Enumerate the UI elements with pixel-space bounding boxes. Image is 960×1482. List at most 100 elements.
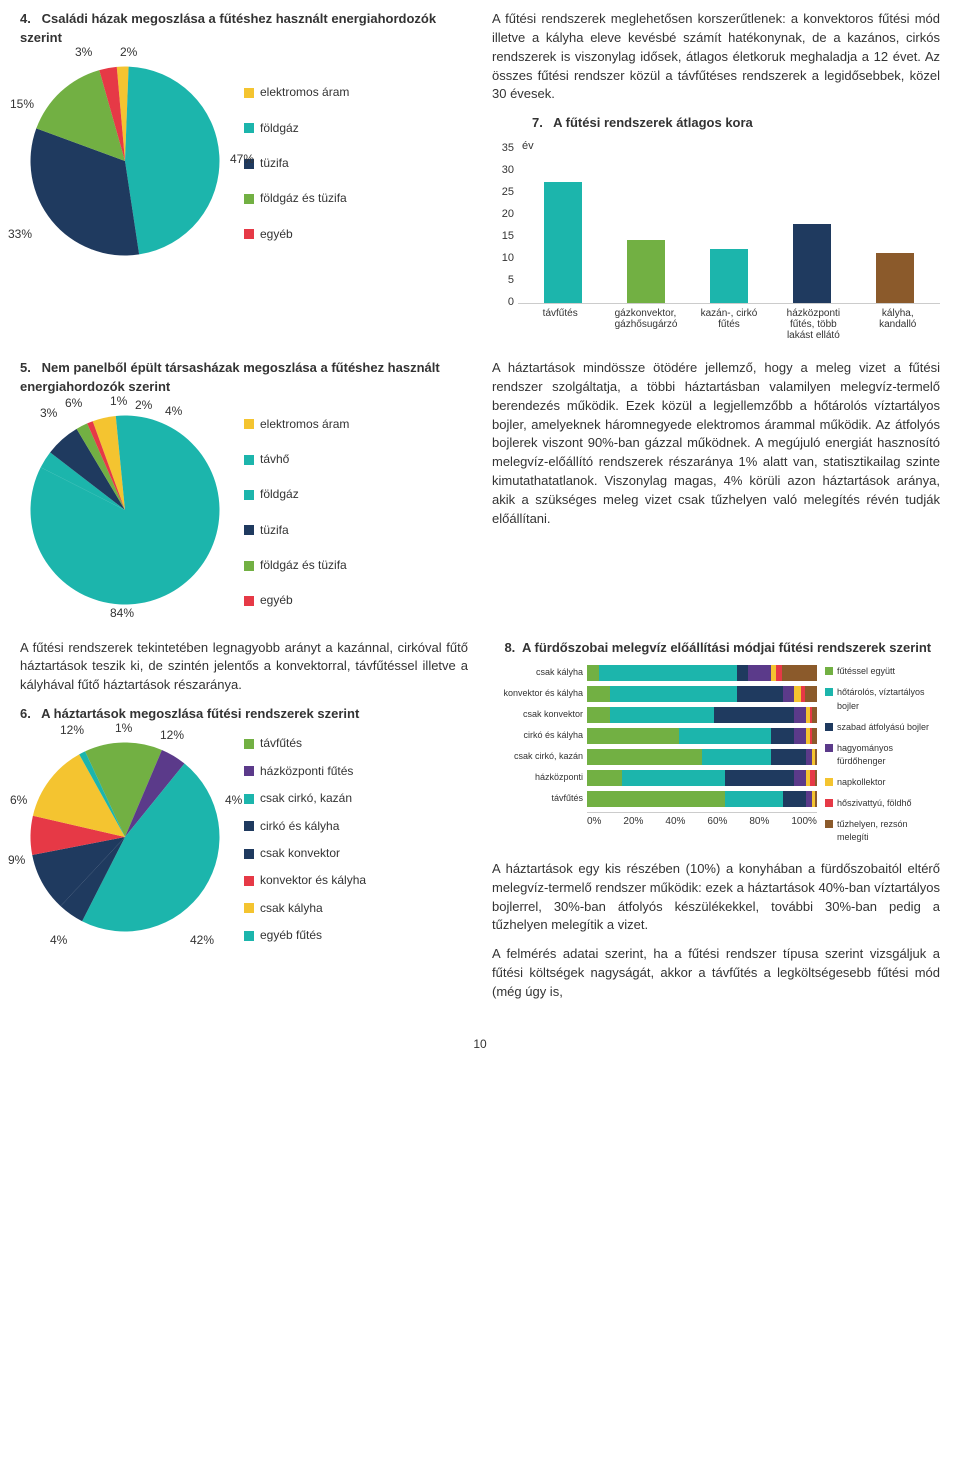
legend-label: tűzhelyen, rezsón melegíti <box>837 818 940 844</box>
bar-segment <box>610 707 714 723</box>
y-tick-label: 15 <box>502 229 514 245</box>
bar-segment <box>815 770 817 786</box>
pie-pct-label: 12% <box>60 722 84 739</box>
chart-4-title-text: Családi házak megoszlása a fűtéshez hasz… <box>20 11 436 45</box>
bar-segment <box>812 728 817 744</box>
bar-segment <box>679 728 771 744</box>
x-tick-label: 40% <box>665 815 685 830</box>
pie-pct-label: 6% <box>10 792 27 809</box>
legend-label: házközponti fűtés <box>260 763 353 780</box>
bar-segment <box>815 749 817 765</box>
chart-5-section: 5. Nem panelből épült társasházak megosz… <box>20 359 468 621</box>
chart-8-x-axis: 0%20%40%60%80%100% <box>587 812 817 830</box>
stacked-bar-row: távfűtés <box>492 791 817 807</box>
legend-label: földgáz és tüzifa <box>260 557 347 574</box>
legend-label: távfűtés <box>260 735 302 752</box>
legend-label: cirkó és kályha <box>260 818 339 835</box>
left-bottom-section: A fűtési rendszerek tekintetében legnagy… <box>20 639 468 1012</box>
paragraph-3: A fűtési rendszerek tekintetében legnagy… <box>20 639 468 696</box>
bar-segment <box>610 686 737 702</box>
chart-5-title: 5. Nem panelből épült társasházak megosz… <box>20 359 468 397</box>
stacked-bar-row: csak cirkó, kazán <box>492 749 817 765</box>
legend-item: egyéb <box>244 226 349 243</box>
stacked-bar <box>587 707 817 723</box>
y-tick-label: 20 <box>502 207 514 223</box>
chart-7-x-labels: távfűtésgázkonvektor, gázhősugárzókazán-… <box>518 304 940 341</box>
bar-segment <box>737 665 749 681</box>
bar-segment <box>794 686 801 702</box>
stacked-bar <box>587 728 817 744</box>
chart-7-title: 7. A fűtési rendszerek átlagos kora <box>532 114 940 133</box>
pie-pct-label: 15% <box>10 96 34 113</box>
x-tick-label: 60% <box>707 815 727 830</box>
bar-segment <box>782 665 817 681</box>
paragraph-4: A háztartások egy kis részében (10%) a k… <box>492 860 940 935</box>
chart-6-number: 6. <box>20 705 38 724</box>
legend-label: napkollektor <box>837 776 886 789</box>
legend-item: földgáz és tüzifa <box>244 557 349 574</box>
row-label: konvektor és kályha <box>492 689 587 699</box>
pie-pct-label: 6% <box>65 395 82 412</box>
pie-chart-5 <box>20 405 230 615</box>
bar-segment <box>599 665 737 681</box>
chart-7-bars: 35302520151050 év távfűtésgázkonvektor, … <box>492 141 940 341</box>
stacked-bar <box>587 665 817 681</box>
stacked-bar <box>587 770 817 786</box>
paragraph-2: A háztartások mindössze ötödére jellemző… <box>492 359 940 529</box>
bar-segment <box>587 749 702 765</box>
legend-label: tüzifa <box>260 155 289 172</box>
pie-pct-label: 42% <box>190 932 214 949</box>
pie-pct-label: 3% <box>40 405 57 422</box>
row-label: csak kályha <box>492 668 587 678</box>
pie-chart-4 <box>20 56 230 266</box>
pie-chart-6 <box>20 732 230 942</box>
legend-swatch <box>244 821 254 831</box>
legend-swatch <box>244 903 254 913</box>
chart-5-number: 5. <box>20 359 38 378</box>
pie-pct-label: 2% <box>120 44 137 61</box>
row-label: távfűtés <box>492 794 587 804</box>
bar-segment <box>783 791 806 807</box>
legend-item: csak kályha <box>244 900 366 917</box>
bar-segment <box>771 728 794 744</box>
chart-8-number: 8. <box>501 639 519 658</box>
chart-4-legend: elektromos áramföldgáztüzifaföldgáz és t… <box>244 84 349 243</box>
pie-pct-label: 1% <box>115 720 132 737</box>
stacked-bar <box>587 791 817 807</box>
legend-swatch <box>825 820 833 828</box>
legend-label: távhő <box>260 451 289 468</box>
bar-segment <box>587 686 610 702</box>
chart-8-plot: csak kályha konvektor és kályha csak konve… <box>492 665 817 843</box>
stacked-bar-row: cirkó és kályha <box>492 728 817 744</box>
bar-segment <box>776 665 783 681</box>
legend-item: cirkó és kályha <box>244 818 366 835</box>
legend-item: földgáz <box>244 486 349 503</box>
legend-item: csak konvektor <box>244 845 366 862</box>
legend-label: csak kályha <box>260 900 323 917</box>
legend-item: tüzifa <box>244 155 349 172</box>
chart-4-number: 4. <box>20 10 38 29</box>
chart-5-title-text: Nem panelből épült társasházak megoszlás… <box>20 360 440 394</box>
pie-pct-label: 4% <box>225 792 242 809</box>
y-tick-label: 5 <box>508 273 514 289</box>
right-bottom-section: 8. A fürdőszobai melegvíz előállítási mó… <box>492 639 940 1012</box>
right-middle-section: A háztartások mindössze ötödére jellemző… <box>492 359 940 621</box>
legend-item: konvektor és kályha <box>244 872 366 889</box>
legend-item: elektromos áram <box>244 84 349 101</box>
legend-label: földgáz <box>260 120 299 137</box>
legend-swatch <box>825 778 833 786</box>
chart-8-legend: fűtéssel együtthőtárolós, víztartályos b… <box>825 665 940 843</box>
legend-swatch <box>825 744 833 752</box>
chart-8-title-text: A fürdőszobai melegvíz előállítási módja… <box>522 640 931 655</box>
legend-swatch <box>244 596 254 606</box>
stacked-bar-row: csak konvektor <box>492 707 817 723</box>
legend-item: távhő <box>244 451 349 468</box>
legend-item: földgáz <box>244 120 349 137</box>
bar-segment <box>748 665 771 681</box>
legend-swatch <box>244 455 254 465</box>
x-tick-label: 80% <box>749 815 769 830</box>
row-label: házközponti <box>492 773 587 783</box>
legend-label: egyéb fűtés <box>260 927 322 944</box>
bar <box>793 224 831 303</box>
legend-swatch <box>244 490 254 500</box>
